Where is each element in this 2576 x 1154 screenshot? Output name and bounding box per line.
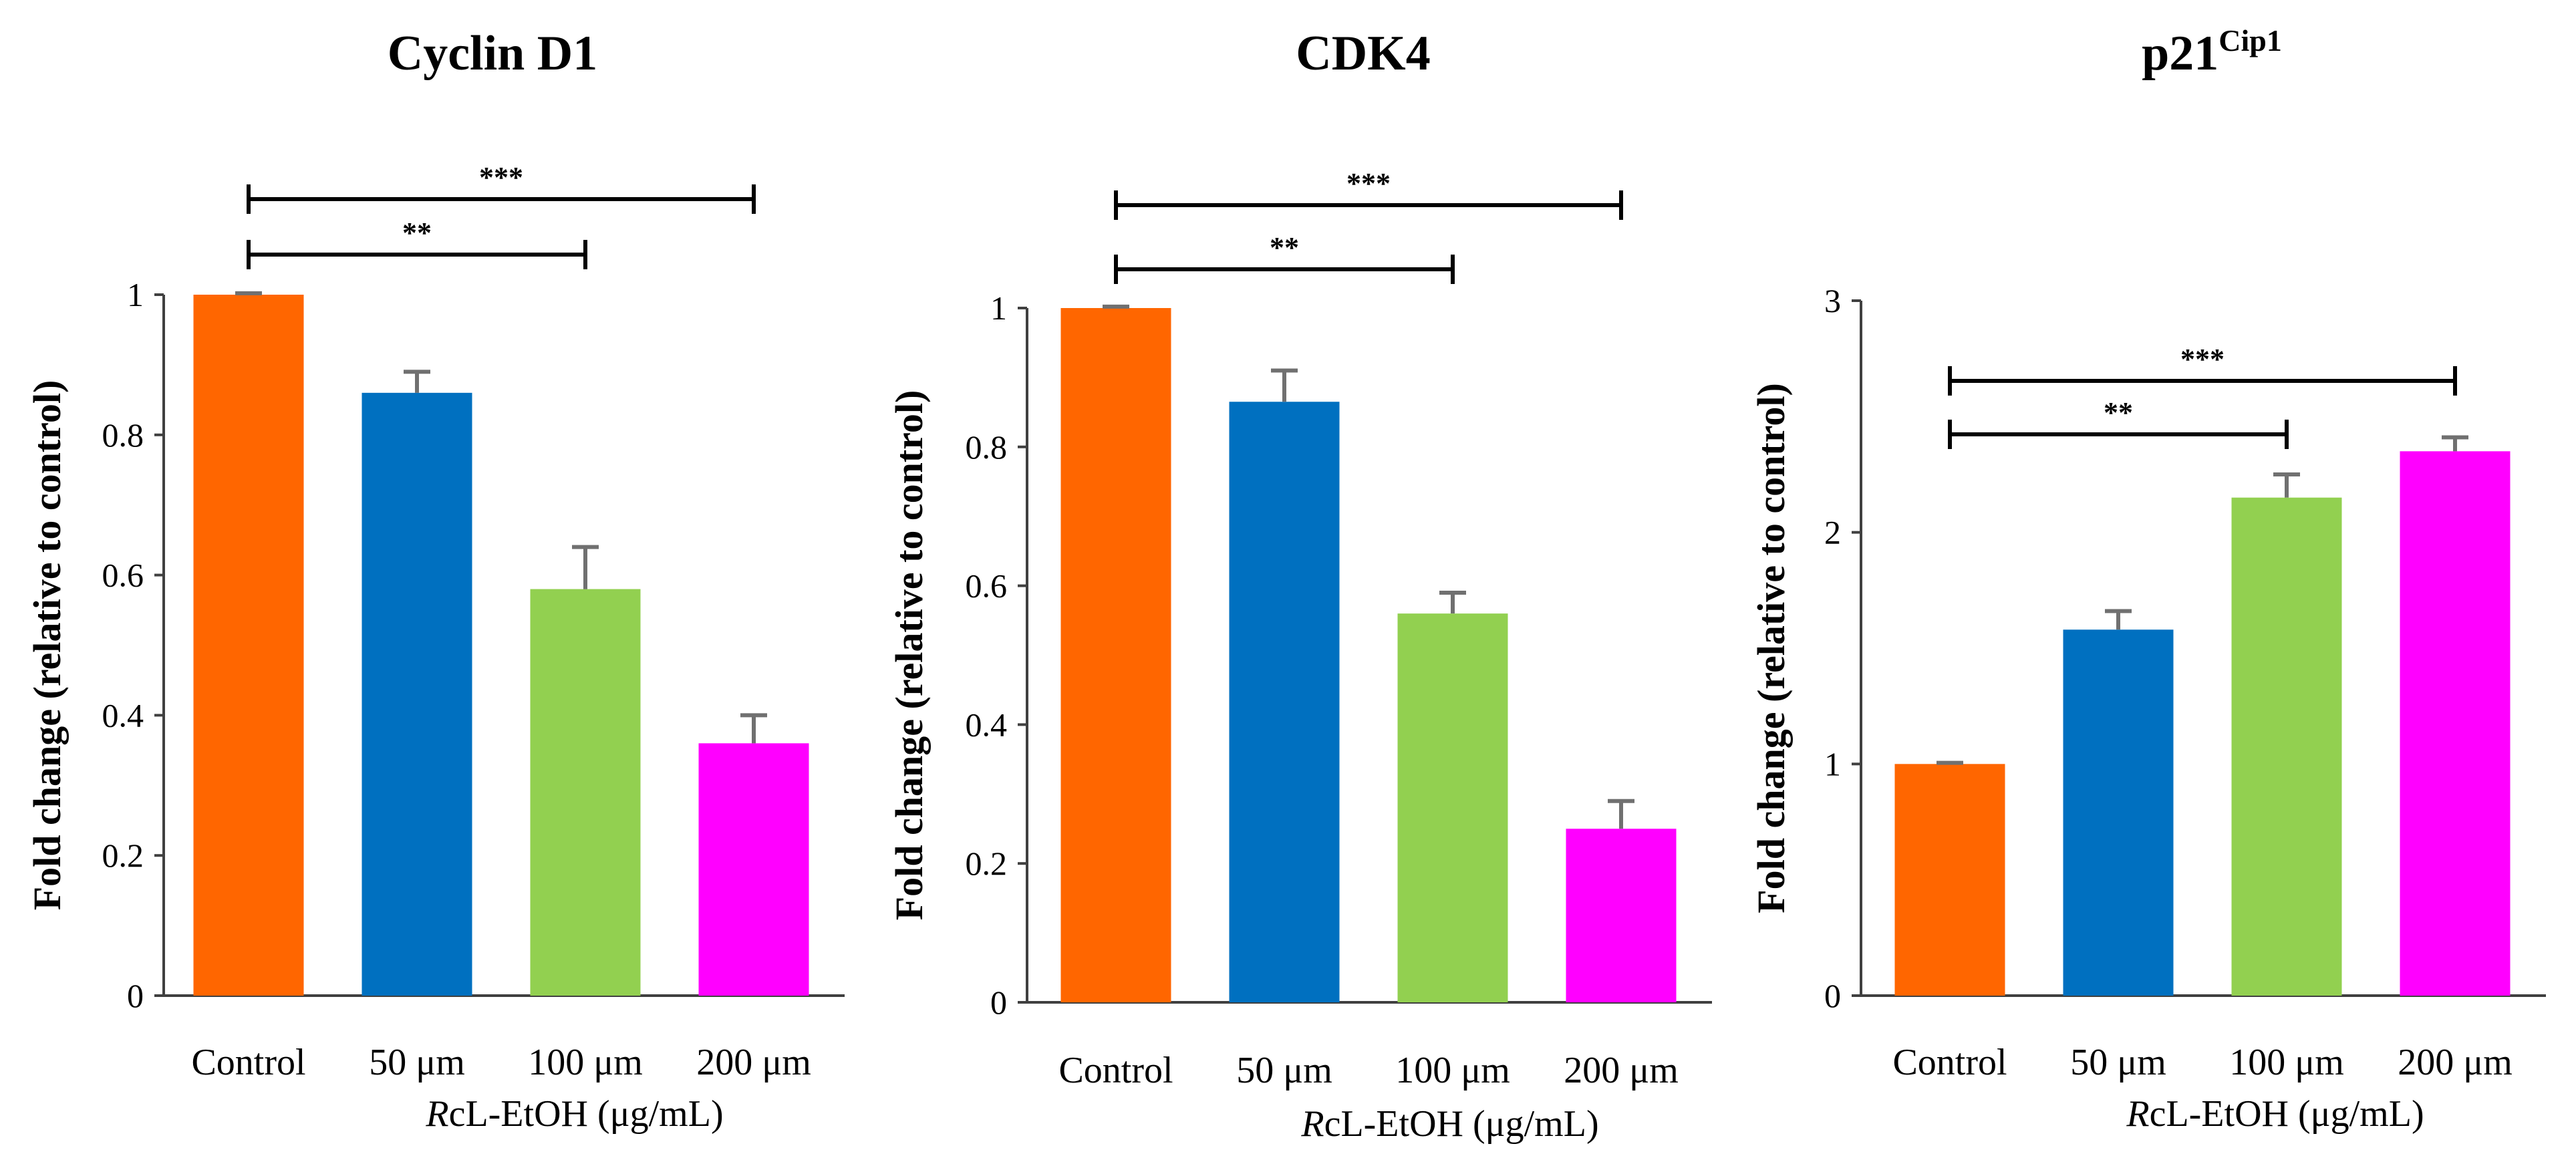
significance-label: ** [1270,231,1299,264]
significance-bracket [1948,366,2457,396]
chart-title: Cyclin D1 [388,26,598,81]
x-axis-label-italic: R [425,1093,448,1135]
y-tick-label: 1 [127,276,144,313]
y-tick-label: 0.6 [102,557,144,594]
y-tick-label: 0 [990,984,1007,1021]
x-tick-label: 100 μm [1395,1050,1510,1091]
error-bar-2 [1271,368,1298,402]
chart-title-text: p21 [2142,26,2219,81]
bar-1 [1894,764,2005,996]
bar-1 [1060,308,1171,1002]
y-tick-label: 3 [1824,282,1841,319]
significance-bracket [247,184,756,214]
chart-panel-3: p21Cip1 0 1 2 3 Fold change (relative to cont… [1749,23,2546,1135]
bar-2 [1229,402,1340,1002]
chart-title-text: Cyclin D1 [388,26,598,81]
bar-3 [1397,613,1508,1002]
y-tick-label: 0.8 [966,428,1008,466]
x-axis-label-rest: cL-EtOH (μg/mL) [449,1093,724,1135]
x-tick-label: 200 μm [2398,1042,2513,1083]
x-axis-label-rest: cL-EtOH (μg/mL) [2150,1093,2424,1135]
y-tick-label: 2 [1824,514,1841,551]
bar-3 [2231,497,2342,996]
x-tick-label: 200 μm [1564,1050,1679,1091]
significance-label: *** [1346,167,1391,200]
x-tick-label: Control [1058,1050,1173,1091]
x-tick-label: 100 μm [528,1042,643,1083]
x-tick-label: 200 μm [696,1042,811,1083]
chart-title-text: CDK4 [1296,26,1430,81]
chart-panel-1: Cyclin D1 0 0.2 0.4 0.6 0.8 1 Fold change (rela… [25,26,845,1135]
chart-title-superscript: Cip1 [2219,23,2282,57]
error-bar-3 [2273,472,2300,498]
x-axis-label-rest: cL-EtOH (μg/mL) [1324,1103,1599,1145]
y-tick-label: 0.4 [966,706,1008,743]
error-bar-4 [740,713,767,744]
x-axis-label-italic: R [1300,1103,1324,1145]
x-axis-label-italic: R [2126,1093,2149,1135]
error-bar-3 [1439,590,1466,614]
error-bar-2 [404,370,430,393]
x-axis-label: RcL-EtOH (μg/mL) [425,1093,723,1135]
y-tick-label: 0.8 [102,416,144,454]
y-axis-label: Fold change (relative to control) [1749,383,1793,913]
error-bar-1 [235,291,262,295]
x-tick-label: 50 μm [1236,1050,1332,1091]
y-tick-label: 1 [1824,745,1841,782]
error-bar-4 [2442,435,2468,452]
bar-4 [2400,451,2511,996]
error-bar-1 [1103,304,1129,309]
error-bar-4 [1608,799,1634,829]
y-tick-label: 0 [127,977,144,1014]
x-tick-label: Control [191,1042,305,1083]
y-tick-label: 0.6 [966,567,1008,605]
x-tick-label: 100 μm [2229,1042,2344,1083]
significance-bracket [1948,420,2289,449]
error-bar-3 [572,545,599,589]
y-tick-label: 1 [990,289,1007,327]
bar-4 [1566,829,1677,1002]
y-tick-label: 0.4 [102,696,144,734]
significance-label: *** [479,161,523,194]
x-tick-label: Control [1892,1042,2007,1083]
bar-4 [698,743,809,996]
significance-bracket [1114,255,1455,284]
chart-panel-2: CDK4 0 0.2 0.4 0.6 0.8 1 Fold change (relative … [887,26,1712,1145]
chart-title: p21Cip1 [2142,23,2282,81]
error-bar-2 [2105,609,2132,630]
bar-3 [530,589,641,996]
y-axis-label: Fold change (relative to control) [25,380,69,911]
y-tick-label: 0.2 [966,845,1008,882]
y-tick-label: 0 [1824,977,1841,1014]
significance-bracket [1114,190,1623,220]
significance-bracket [247,240,587,269]
x-axis-label: RcL-EtOH (μg/mL) [1300,1103,1598,1145]
error-bar-1 [1937,760,1963,765]
significance-label: *** [2180,343,2225,376]
bar-1 [193,295,304,996]
bar-2 [362,392,472,996]
significance-label: ** [402,217,432,249]
chart-title: CDK4 [1296,26,1430,81]
y-tick-label: 0.2 [102,837,144,874]
x-tick-label: 50 μm [369,1042,465,1083]
bar-2 [2063,629,2174,996]
x-axis-label: RcL-EtOH (μg/mL) [2126,1093,2424,1135]
x-tick-label: 50 μm [2070,1042,2166,1083]
y-axis-label: Fold change (relative to control) [887,390,931,921]
significance-label: ** [2104,396,2133,429]
